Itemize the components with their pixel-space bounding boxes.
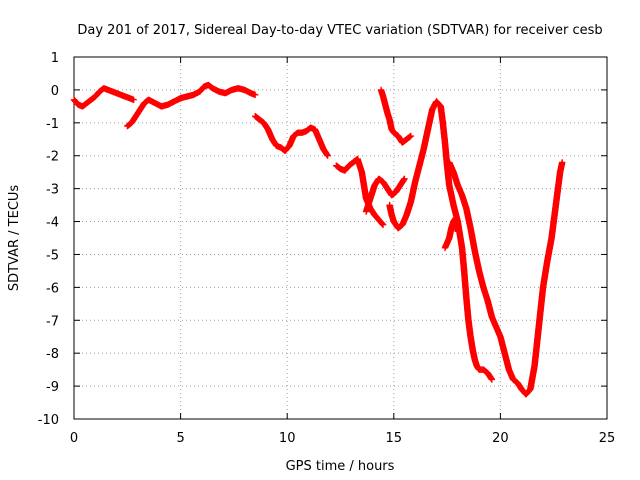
data-point: [407, 132, 415, 140]
x-tick-label: 20: [492, 431, 509, 446]
y-tick-label: -9: [46, 380, 59, 395]
data-series: [70, 81, 566, 398]
x-tick-label: 0: [70, 431, 78, 446]
data-point: [559, 159, 566, 166]
axis-ticks: [73, 56, 608, 420]
gridlines: [74, 57, 607, 419]
y-axis-label: SDTVAR / TECUs: [7, 185, 22, 292]
data-point: [130, 96, 137, 103]
y-tick-label: -10: [38, 413, 59, 428]
data-point: [252, 91, 259, 99]
y-tick-label: -1: [46, 117, 59, 132]
data-point: [488, 376, 496, 383]
y-tick-label: -3: [46, 183, 59, 198]
chart-title: Day 201 of 2017, Sidereal Day-to-day VTE…: [77, 23, 602, 38]
data-point: [379, 221, 387, 229]
y-tick-labels: 1 0 -1 -2 -3 -4 -5 -6 -7 -8 -9 -10: [38, 51, 59, 428]
y-tick-label: -6: [46, 281, 59, 296]
plot-frame: [73, 56, 608, 420]
y-tick-label: -4: [46, 216, 59, 231]
x-axis-label: GPS time / hours: [286, 459, 395, 474]
y-tick-label: -7: [46, 314, 59, 329]
y-tick-label: -5: [46, 248, 59, 263]
x-tick-label: 15: [386, 431, 403, 446]
y-tick-label: -8: [46, 347, 59, 362]
x-tick-label: 25: [599, 431, 616, 446]
data-point: [401, 175, 408, 182]
y-tick-label: 0: [51, 84, 59, 99]
x-tick-label: 10: [279, 431, 296, 446]
y-tick-label: 1: [51, 51, 59, 66]
data-point: [324, 152, 331, 159]
x-tick-labels: 0 5 10 15 20 25: [70, 431, 615, 446]
y-tick-label: -2: [46, 150, 59, 165]
x-tick-label: 5: [176, 431, 184, 446]
data-point: [454, 228, 461, 235]
